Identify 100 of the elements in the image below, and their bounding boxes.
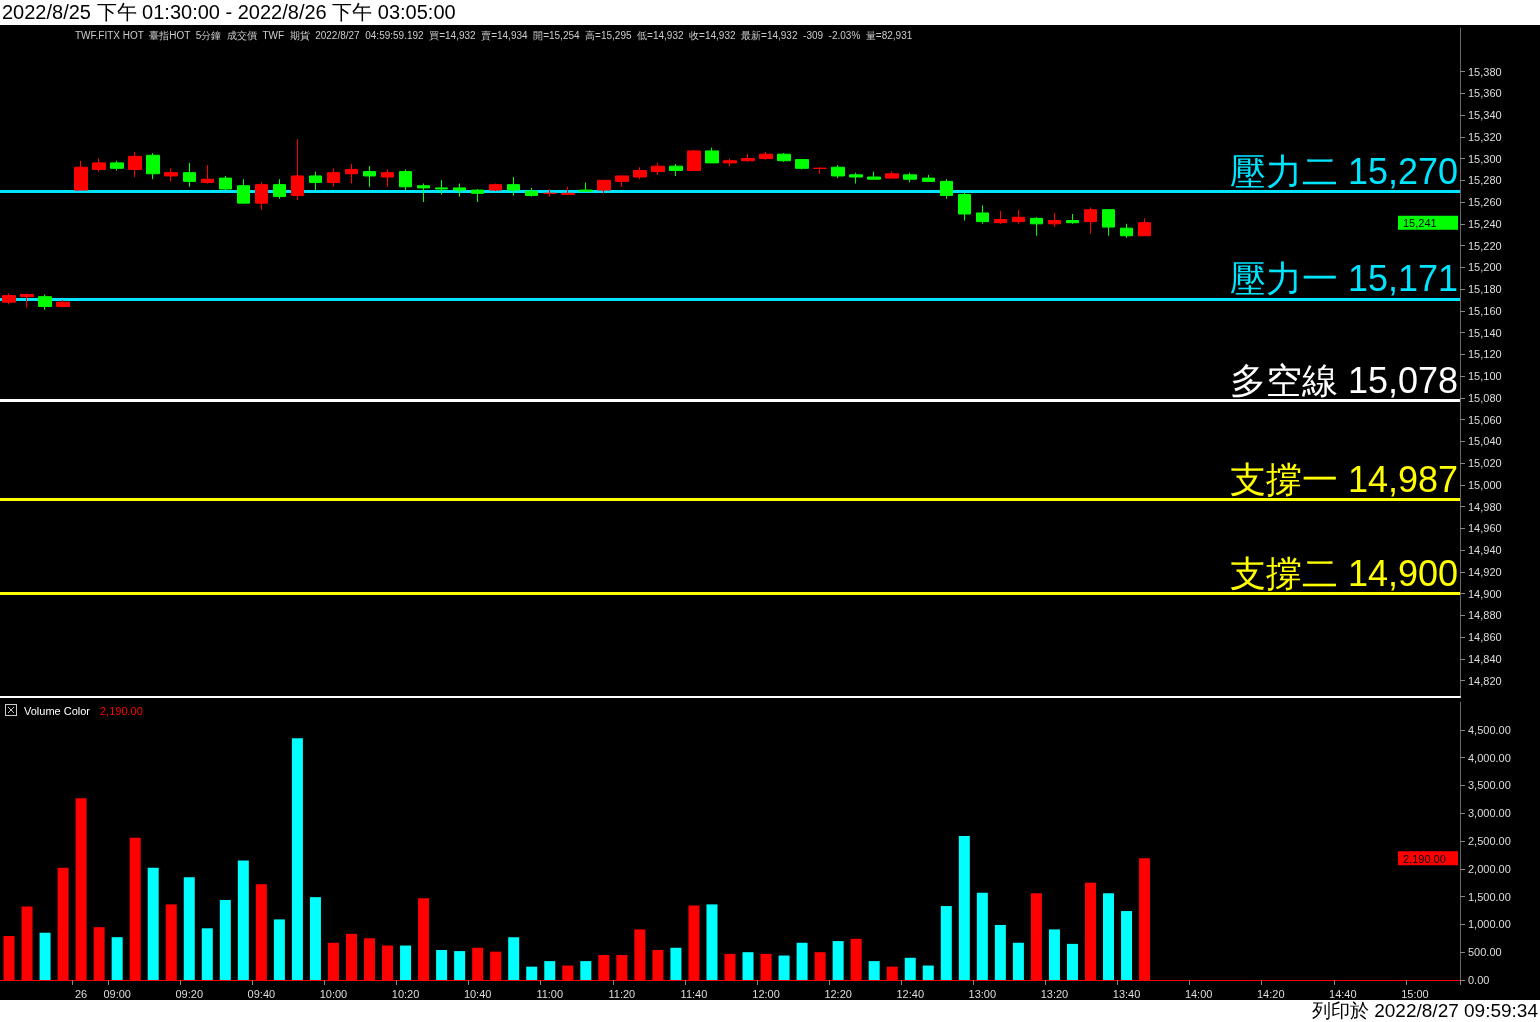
candlestick [958,191,971,222]
candlestick [903,172,917,183]
y-tick-label: 14,840 [1468,652,1502,665]
bar [958,836,970,980]
y-tick-label: 3,000.00 [1468,807,1511,820]
y-tick-label: 15,000 [1468,478,1502,491]
candlestick [183,162,196,188]
y-tick-label: 15,060 [1468,413,1502,426]
candlestick [146,152,160,180]
candlestick [2,292,16,305]
bar [868,961,880,980]
bar [1121,911,1133,980]
bar [1103,893,1115,980]
y-tick-label: 500.00 [1468,946,1502,959]
bar [454,951,466,980]
candlestick [633,166,647,180]
bar [526,966,538,980]
y-tick-label: 2,000.00 [1468,862,1511,875]
candlestick [201,164,214,185]
candlestick [1102,209,1115,237]
candlestick [345,163,358,185]
bar [273,919,285,980]
candlestick [92,158,106,173]
candlestick [885,171,899,179]
y-tick-label: 15,300 [1468,152,1502,165]
candlestick [363,165,376,188]
candlestick [273,178,286,200]
bar [742,952,754,980]
y-tick-label: 15,020 [1468,457,1502,470]
ref-line-label: 壓力二 15,270 [1229,150,1458,192]
ref-line-label: 支撐一 14,987 [1229,458,1458,500]
x-tick-label: 12:00 [752,987,780,1000]
x-tick-label: 13:20 [1040,987,1069,1000]
x-tick-label: 09:20 [175,987,204,1000]
annotation: 15,241 [1403,217,1437,230]
bar [111,937,123,980]
candlestick [110,160,124,171]
candlestick [777,152,791,163]
ref-line-label: 壓力一 15,171 [1229,258,1458,300]
candlestick [489,183,502,192]
candlestick [741,153,755,163]
x-tick-label: 10:00 [319,987,348,1000]
candlestick [976,204,989,225]
candlestick [471,188,484,203]
y-tick-label: 15,220 [1468,239,1502,252]
y-tick-label: 4,500.00 [1468,723,1511,736]
bar [940,906,952,980]
bar [544,961,556,980]
bar [291,738,303,980]
x-tick-label: 10:40 [463,987,492,1000]
bar [670,947,682,980]
bar [400,945,412,980]
bar [976,892,988,980]
bar [706,904,718,980]
y-tick-label: 15,040 [1468,435,1502,448]
candlestick [687,149,701,171]
y-tick-label: 1,000.00 [1468,918,1511,931]
y-tick-label: 15,260 [1468,196,1502,209]
y-tick-label: 14,980 [1468,500,1502,513]
y-tick-label: 15,320 [1468,130,1502,143]
bar [904,957,916,980]
y-tick-label: 15,100 [1468,370,1502,383]
bar [778,955,790,980]
y-tick-label: 4,000.00 [1468,751,1511,764]
candlestick [381,168,394,188]
candlestick [849,172,863,185]
bar [994,924,1006,980]
x-tick-label: 11:00 [536,987,564,1000]
y-tick-label: 15,280 [1468,174,1502,187]
candlestick [813,166,827,175]
ref-line-label: 支撐二 14,900 [1229,553,1458,595]
x-tick-label: 11:40 [680,987,708,1000]
candlestick [291,138,304,201]
chart-title: Volume Color [24,704,91,717]
candlestick [1084,206,1097,235]
candlestick [327,167,340,188]
candlestick [795,159,809,170]
y-tick-label: 0.00 [1468,974,1490,986]
y-tick-label: 14,920 [1468,565,1502,578]
bar [1048,929,1060,980]
bar [1012,942,1024,980]
chart-title: 2022/8/25 下午 01:30:00 - 2022/8/26 下午 03:05:00 [2,1,456,23]
y-tick-label: 15,240 [1468,217,1502,230]
candlestick [237,178,250,204]
y-tick-label: 14,900 [1468,587,1502,600]
bar [237,860,249,980]
candlestick [651,162,665,176]
x-tick-label: 09:00 [103,987,131,1000]
y-tick-label: 2,500.00 [1468,835,1511,847]
candlestick [1030,216,1043,237]
y-tick-label: 15,160 [1468,304,1502,317]
candlestick [597,179,611,194]
y-tick-label: 14,940 [1468,544,1502,557]
candlestick [831,164,845,179]
candlestick [1048,212,1061,228]
candlestick [20,292,34,309]
candlestick [38,294,52,311]
candlestick [723,158,737,167]
x-tick-label: 12:20 [824,987,852,1000]
y-tick-label: 3,500.00 [1468,779,1511,792]
